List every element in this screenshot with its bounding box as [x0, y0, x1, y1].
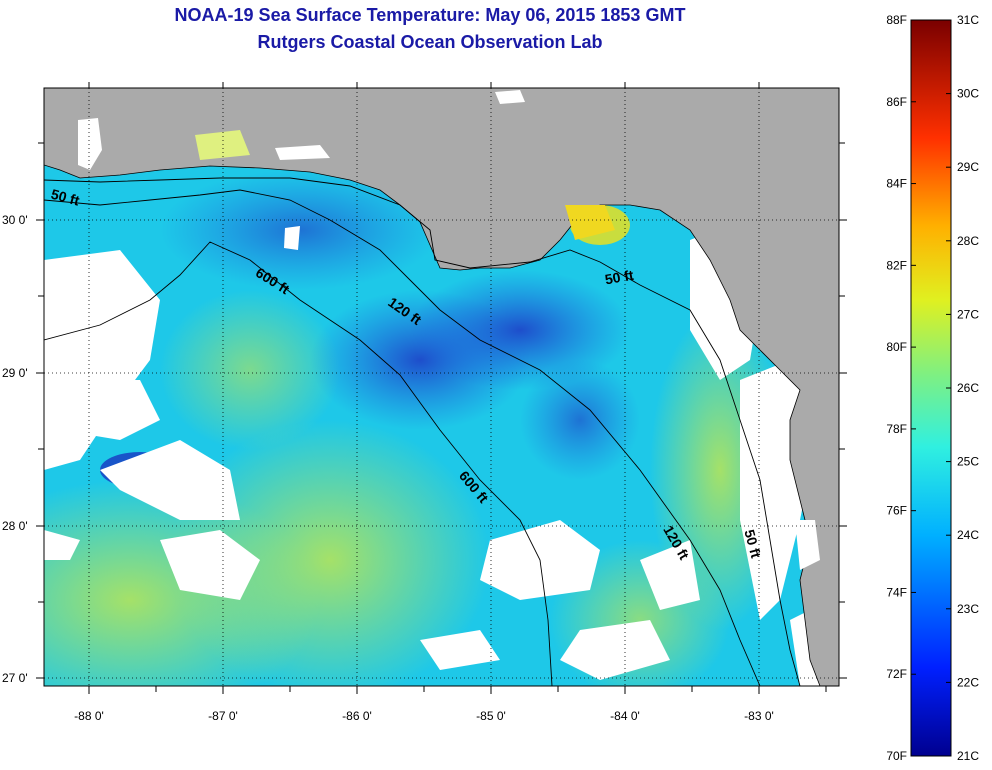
colorbar-f-label: 84F	[886, 177, 907, 191]
lat-label-30: 30 0'	[2, 213, 28, 227]
lon-label-84: -84 0'	[610, 709, 640, 723]
colorbar-f-label: 82F	[886, 258, 907, 272]
lon-label-83: -83 0'	[744, 709, 774, 723]
colorbar-c-label: 24C	[957, 528, 979, 542]
depth-contours	[44, 177, 801, 686]
map-title: NOAA-19 Sea Surface Temperature: May 06,…	[174, 5, 686, 25]
axis-ticks	[36, 82, 847, 694]
colorbar-f-label: 76F	[886, 504, 907, 518]
colorbar-f-label: 72F	[886, 667, 907, 681]
colorbar-c-label: 27C	[957, 307, 979, 321]
contour-label-50-east: 50 ft	[741, 528, 764, 560]
colorbar-f-label: 86F	[886, 95, 907, 109]
colorbar	[910, 19, 952, 757]
lat-label-29: 29 0'	[2, 366, 28, 380]
map-subtitle: Rutgers Coastal Ocean Observation Lab	[257, 32, 603, 52]
colorbar-c-label: 29C	[957, 160, 979, 174]
colorbar-ticks	[911, 19, 951, 757]
colorbar-c-label: 30C	[957, 87, 979, 101]
map-field	[44, 88, 839, 686]
colorbar-c-label: 22C	[957, 675, 979, 689]
lat-label-27: 27 0'	[2, 671, 28, 685]
colorbar-c-label: 23C	[957, 602, 979, 616]
lon-label-87: -87 0'	[208, 709, 238, 723]
colorbar-c-label: 31C	[957, 13, 979, 27]
contour-label-50-west: 50 ft	[49, 186, 81, 209]
map-frame	[43, 87, 840, 687]
colorbar-f-label: 88F	[886, 13, 907, 27]
colorbar-f-label: 74F	[886, 585, 907, 599]
colorbar-c-label: 28C	[957, 234, 979, 248]
colorbar-c-label: 26C	[957, 381, 979, 395]
colorbar-celsius-labels: 31C 30C 29C 28C 27C 26C 25C 24C 23C 22C 21C	[957, 13, 979, 763]
colorbar-c-label: 25C	[957, 455, 979, 469]
lon-label-86: -86 0'	[342, 709, 372, 723]
colorbar-f-label: 80F	[886, 340, 907, 354]
colorbar-c-label: 21C	[957, 749, 979, 763]
lat-label-28: 28 0'	[2, 519, 28, 533]
colorbar-fahrenheit-labels: 88F 86F 84F 82F 80F 78F 76F 74F 72F 70F	[886, 13, 907, 763]
lon-label-88: -88 0'	[74, 709, 104, 723]
contour-label-50-north: 50 ft	[604, 267, 635, 288]
graticule	[44, 88, 839, 686]
lon-label-85: -85 0'	[476, 709, 506, 723]
colorbar-f-label: 70F	[886, 749, 907, 763]
colorbar-f-label: 78F	[886, 422, 907, 436]
